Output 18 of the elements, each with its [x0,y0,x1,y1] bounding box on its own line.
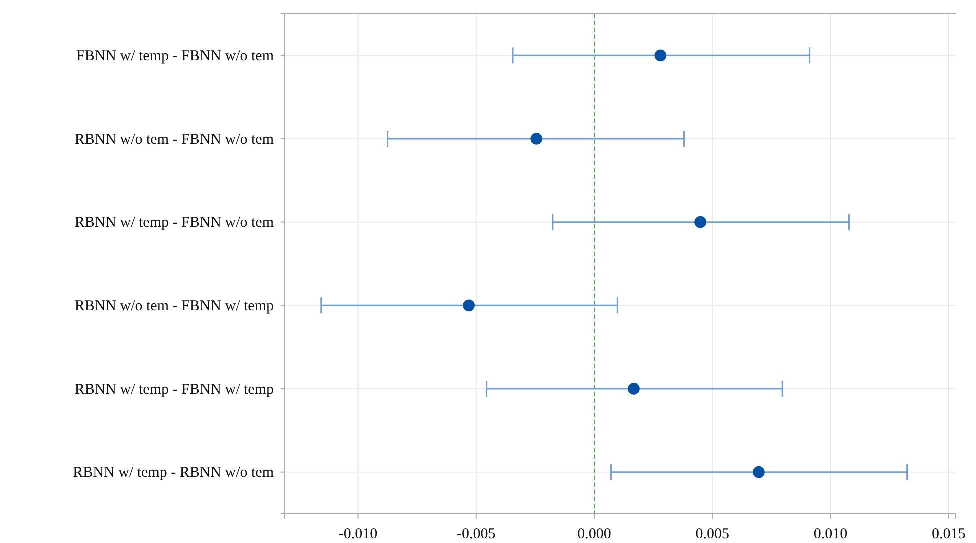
x-tick-label: 0.015 [932,526,966,542]
point [530,133,543,145]
x-tick-label: 0.010 [814,526,848,542]
point [628,383,640,395]
point [463,300,475,312]
y-tick-label: RBNN w/ temp - FBNN w/ temp [74,382,274,398]
point [654,50,667,62]
y-tick-label: RBNN w/o tem - FBNN w/o tem [74,132,274,148]
x-tick-label: -0.010 [338,526,378,542]
x-tick-label: 0.000 [578,526,612,542]
x-tick-label: 0.005 [696,526,730,542]
y-tick-label: RBNN w/ temp - RBNN w/o tem [73,465,274,482]
y-tick-label: RBNN w/ temp - FBNN w/o tem [74,215,274,232]
point [753,466,765,478]
y-tick-label: FBNN w/ temp - FBNN w/o tem [76,48,274,64]
x-tick-label: -0.005 [457,526,496,542]
point [694,216,707,228]
y-tick-label: RBNN w/o tem - FBNN w/ temp [74,298,274,314]
